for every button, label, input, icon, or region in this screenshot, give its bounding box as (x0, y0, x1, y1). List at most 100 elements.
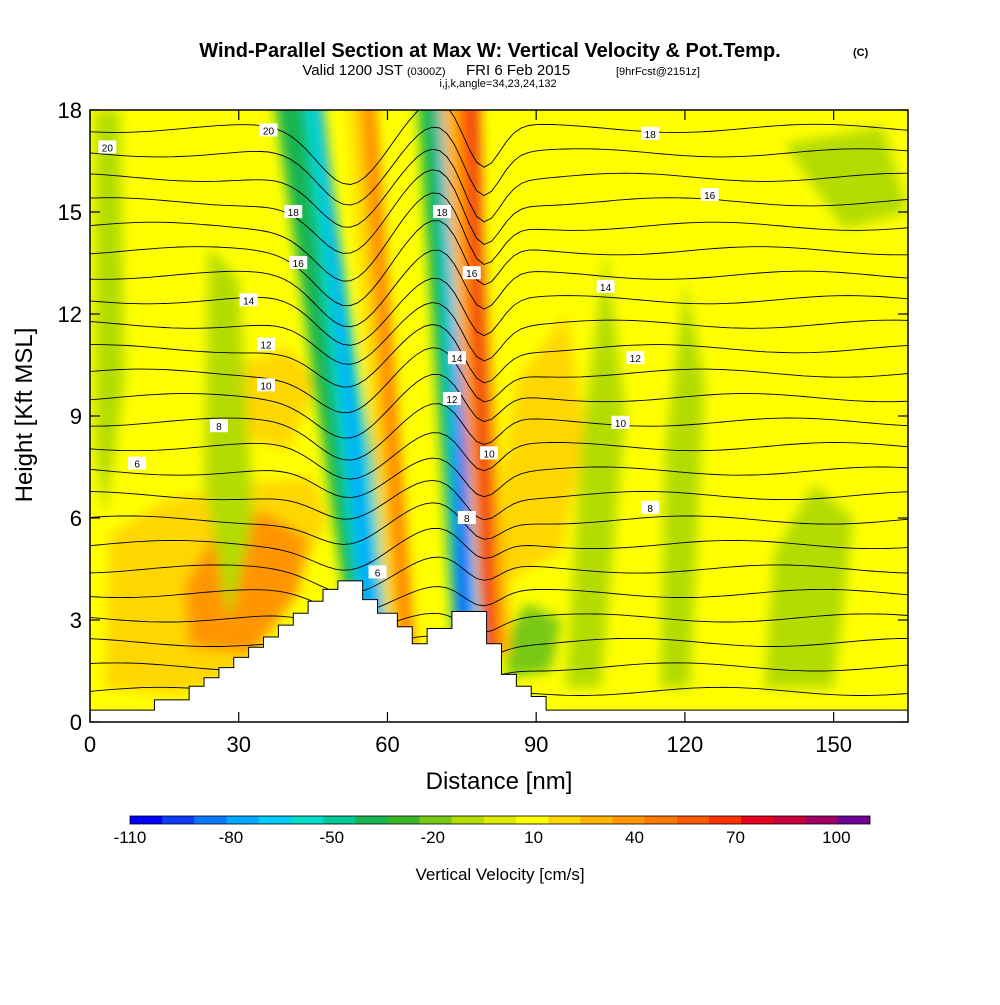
theta-contour-label-box (128, 456, 147, 470)
y-tick-label: 6 (70, 506, 82, 531)
colorbar-swatch (451, 816, 485, 824)
colorbar-swatch (741, 816, 774, 824)
theta-contour-label-text: 18 (645, 130, 657, 141)
colorbar-label: Vertical Velocity [cm/s] (415, 865, 584, 884)
theta-contour-label-box (457, 511, 476, 524)
x-axis: 0 30 60 90 120 150 (84, 110, 852, 757)
downdraft-band-upper-right (784, 127, 908, 229)
colorbar-swatch (676, 816, 710, 824)
theta-contour-label: 8 (457, 511, 476, 525)
theta-contour-label-text: 8 (647, 504, 653, 515)
theta-contour-label: 14 (596, 279, 615, 294)
theta-contour-label-box (641, 500, 660, 514)
colorbar-swatch (483, 816, 517, 824)
theta-contour-label-box (259, 123, 278, 137)
theta-contour-label-text: 6 (375, 568, 381, 579)
theta-contour-label-box (447, 351, 466, 365)
theta-contour-label-box (641, 126, 660, 140)
theta-contour-label-text: 20 (102, 143, 114, 154)
colorbar-frame (129, 815, 871, 825)
chart-title-mark: (C) (853, 47, 869, 59)
theta-contour-label-text: 14 (600, 283, 612, 294)
y-tick-label: 15 (58, 200, 82, 225)
theta-contour-label-box (480, 446, 499, 460)
downdraft-band-far-left (94, 110, 125, 518)
theta-contour-label: 18 (432, 205, 451, 219)
chart-subtitle-valid: Valid 1200 JST (302, 62, 403, 79)
theta-contour-label-text: 8 (216, 422, 222, 433)
y-tick-label: 12 (58, 302, 82, 327)
theta-contour-label-box (289, 256, 308, 269)
theta-contour-line (90, 432, 908, 480)
theta-contour-label: 6 (368, 565, 387, 579)
theta-contour-label: 18 (641, 126, 660, 141)
colorbar-swatch (644, 816, 678, 824)
theta-contour-label: 16 (289, 256, 308, 270)
theta-contour-label-text: 16 (466, 269, 478, 280)
colorbar-swatch (837, 816, 871, 824)
updraft-core-left (184, 511, 309, 654)
theta-contour-line (90, 373, 908, 439)
colorbar-tick-label: -20 (420, 828, 445, 847)
colorbar-tick-labels: -110 -80 -50 -20 10 40 70 100 (114, 828, 851, 847)
theta-contour-label: 16 (700, 188, 719, 202)
x-tick-label: 0 (84, 732, 96, 757)
colorbar-swatch (773, 816, 806, 824)
theta-contour-label-box (98, 140, 117, 154)
theta-contour-label-text: 12 (260, 341, 272, 352)
terrain (90, 580, 908, 722)
theta-contour-label: 10 (480, 446, 499, 460)
x-tick-label: 30 (226, 732, 250, 757)
theta-contour-labels: 20 20 18 18 18 16 16 16 14 14 14 12 12 12 10 10 10 8 8 8 6 6 (98, 123, 719, 579)
colorbar-swatch (355, 816, 388, 824)
chart-indices-note: i,j,k,angle=34,23,24,132 (439, 78, 556, 90)
theta-contour-label: 20 (259, 123, 278, 137)
theta-contour-label-box (256, 378, 275, 392)
theta-contour-label: 12 (442, 392, 461, 406)
theta-contour-line (90, 249, 908, 328)
chart-subtitle-utc: (0300Z) (407, 66, 446, 78)
theta-contour-line (90, 403, 908, 461)
x-tick-label: 90 (524, 732, 548, 757)
theta-contour-label-box (462, 266, 481, 280)
chart-title: Wind-Parallel Section at Max W: Vertical… (199, 40, 780, 62)
theta-contour-label-text: 18 (436, 208, 448, 219)
colorbar-swatch (612, 816, 646, 824)
colorbar-tick-label: 40 (625, 828, 644, 847)
theta-contour-label: 8 (209, 419, 228, 433)
colorbar (129, 815, 871, 825)
theta-contour-line (90, 277, 908, 346)
theta-contour-line (90, 527, 908, 571)
theta-contour-label-text: 12 (446, 395, 458, 406)
theta-contour-label-box (626, 351, 645, 365)
theta-contour-line (90, 586, 908, 614)
colorbar-tick-label: -110 (114, 828, 147, 847)
theta-contour-label-box (239, 293, 258, 307)
theta-contour-label-text: 18 (288, 208, 300, 219)
colorbar-swatch (548, 816, 581, 824)
theta-contour-line (90, 612, 908, 633)
theta-contour-label-text: 10 (260, 381, 272, 392)
theta-contour-label: 14 (447, 351, 466, 365)
downdraft-band-center-left (204, 246, 254, 620)
theta-contour-label: 8 (641, 500, 660, 515)
theta-contour-label-box (596, 279, 615, 293)
theta-contour-line (90, 302, 908, 365)
colorbar-swatch (419, 816, 453, 824)
y-tick-label: 3 (70, 608, 82, 633)
y-tick-label: 9 (70, 404, 82, 429)
theta-contour-line (90, 502, 908, 545)
theta-contour-label-text: 16 (704, 191, 716, 202)
x-axis-label: Distance [nm] (426, 768, 573, 795)
y-axis: 0 3 6 9 12 15 18 (58, 98, 908, 735)
theta-contour-line (90, 347, 908, 414)
y-tick-label: 0 (70, 710, 82, 735)
theta-contour-label: 6 (128, 456, 147, 471)
theta-contour-line (90, 220, 908, 307)
downdraft-region-terrain (506, 603, 561, 678)
theta-contour-label: 12 (626, 351, 645, 365)
theta-contour-label: 18 (284, 205, 303, 219)
colorbar-swatch (130, 816, 163, 824)
colorbar-swatch (258, 816, 292, 824)
